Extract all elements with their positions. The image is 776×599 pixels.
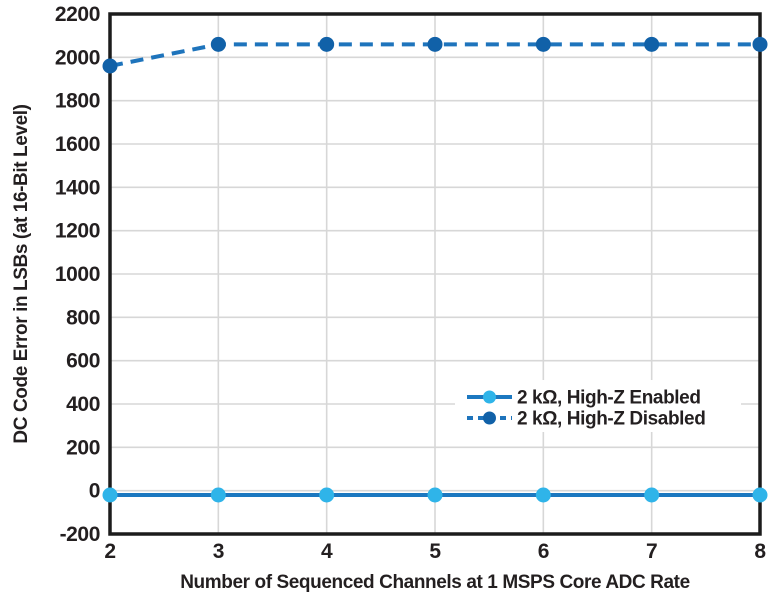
y-tick-label: 1800 [55,90,100,113]
y-tick-label: 1400 [55,176,100,199]
data-point-s1 [319,36,335,52]
data-point-s1 [644,36,660,52]
data-point-s1 [102,58,118,74]
data-point-s0 [427,487,443,503]
legend-swatch-marker [483,411,496,425]
y-tick-label: -200 [60,523,100,546]
x-tick-label: 2 [104,540,115,563]
y-tick-label: 1000 [55,263,100,286]
y-tick-label: 2200 [55,3,100,26]
x-axis-title: Number of Sequenced Channels at 1 MSPS C… [180,572,690,593]
data-point-s0 [210,487,226,503]
data-point-s0 [644,487,660,503]
data-point-s0 [752,487,768,503]
y-tick-label: 1600 [55,133,100,156]
y-tick-label: 400 [66,393,100,416]
data-point-s1 [427,36,443,52]
x-tick-label: 3 [213,540,224,563]
y-tick-label: 200 [66,436,100,459]
data-point-s0 [535,487,551,503]
x-tick-label: 6 [538,540,549,563]
data-point-s0 [319,487,335,503]
y-tick-label: 800 [66,306,100,329]
x-tick-label: 4 [321,540,333,563]
y-axis-title: DC Code Error in LSBs (at 16-Bit Level) [11,104,32,443]
legend-label: 2 kΩ, High-Z Enabled [517,388,701,409]
data-point-s1 [752,36,768,52]
x-tick-label: 7 [646,540,657,563]
y-tick-label: 0 [89,480,100,503]
y-tick-label: 1200 [55,220,100,243]
y-tick-label: 2000 [55,46,100,69]
plot-border [108,12,762,536]
data-point-s0 [102,487,118,503]
x-tick-label: 5 [429,540,441,563]
legend-background [455,380,741,432]
legend-label: 2 kΩ, High-Z Disabled [517,409,705,430]
x-tick-label: 8 [754,540,766,563]
data-point-s1 [535,36,551,52]
legend-swatch-marker [483,390,496,404]
data-point-s1 [210,36,226,52]
y-tick-label: 600 [66,350,100,373]
